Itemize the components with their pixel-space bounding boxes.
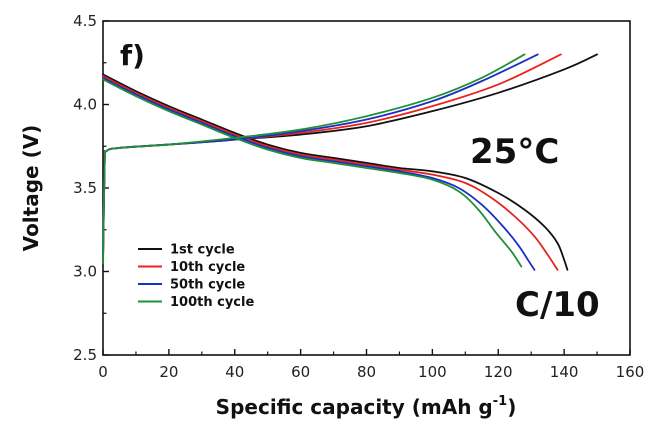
legend-label: 50th cycle [170,278,245,293]
rate-annotation: C/10 [515,285,600,325]
x-tick-label: 40 [225,363,244,381]
series-layer [102,53,598,271]
x-tick-label: 120 [484,363,513,381]
y-axis-ticks: 2.5 3.0 3.5 4.0 4.5 [73,12,109,364]
y-tick-label: 3.0 [73,263,97,281]
x-tick-label: 20 [159,363,178,381]
y-tick-label: 3.5 [73,179,97,197]
legend-label: 1st cycle [170,243,235,258]
temperature-annotation: 25°C [470,132,559,172]
x-tick-label: 0 [98,363,108,381]
panel-label: f) [120,39,145,72]
x-axis-title-tail: ) [507,395,516,419]
series-discharge-line [102,76,536,271]
x-tick-label: 100 [418,363,447,381]
x-axis-title-main: Specific capacity (mAh g [216,395,493,419]
x-tick-label: 140 [550,363,579,381]
x-tick-label: 60 [291,363,310,381]
legend-label: 100th cycle [170,295,254,310]
legend: 1st cycle 10th cycle 50th cycle 100th cycle [138,243,254,310]
legend-label: 10th cycle [170,260,245,275]
y-tick-label: 4.0 [73,96,97,114]
y-tick-label: 4.5 [73,12,97,30]
x-tick-label: 160 [616,363,645,381]
x-axis-title-sup: -1 [493,394,507,409]
series-discharge-line [102,75,559,271]
x-axis-ticks: 0 20 40 60 80 100 120 140 160 [98,349,644,381]
x-axis-title: Specific capacity (mAh g-1) [216,394,517,419]
y-tick-label: 2.5 [73,346,97,364]
x-tick-label: 80 [357,363,376,381]
y-axis-title: Voltage (V) [19,125,43,252]
series-discharge-line [102,73,569,271]
series-discharge-line [102,78,523,268]
